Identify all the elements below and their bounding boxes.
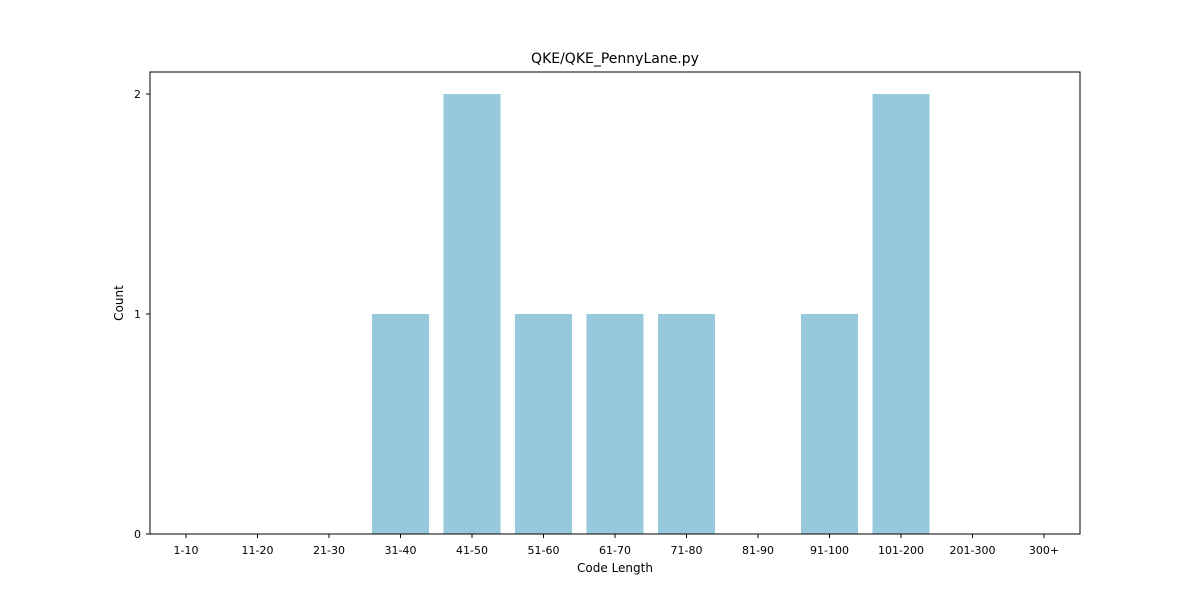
x-tick-label: 31-40 — [385, 544, 417, 557]
y-axis-label: Count — [112, 285, 126, 321]
bar-31-40 — [372, 314, 429, 534]
x-tick-label: 11-20 — [242, 544, 274, 557]
y-axis-ticks: 0 1 2 — [134, 88, 150, 541]
bar-91-100 — [801, 314, 858, 534]
x-tick-label: 21-30 — [313, 544, 345, 557]
bar-61-70 — [586, 314, 644, 534]
x-tick-label: 300+ — [1029, 544, 1059, 557]
x-tick-label: 91-100 — [810, 544, 849, 557]
x-axis-label: Code Length — [577, 561, 653, 575]
bar-51-60 — [515, 314, 572, 534]
bars-group — [372, 94, 930, 534]
bar-41-50 — [443, 94, 501, 534]
y-tick-label: 0 — [134, 528, 141, 541]
bar-71-80 — [658, 314, 715, 534]
chart-title: QKE/QKE_PennyLane.py — [531, 51, 699, 67]
x-tick-label: 61-70 — [599, 544, 631, 557]
x-tick-label: 71-80 — [671, 544, 703, 557]
y-tick-label: 1 — [134, 308, 141, 321]
x-axis-ticks: 1-10 11-20 21-30 31-40 41-50 51-60 61-70 71-80 8… — [174, 534, 1059, 557]
x-tick-label: 101-200 — [878, 544, 924, 557]
x-tick-label: 41-50 — [456, 544, 488, 557]
x-tick-label: 201-300 — [950, 544, 996, 557]
y-tick-label: 2 — [134, 88, 141, 101]
x-tick-label: 81-90 — [742, 544, 774, 557]
x-tick-label: 1-10 — [174, 544, 199, 557]
bar-101-200 — [872, 94, 930, 534]
x-tick-label: 51-60 — [528, 544, 560, 557]
